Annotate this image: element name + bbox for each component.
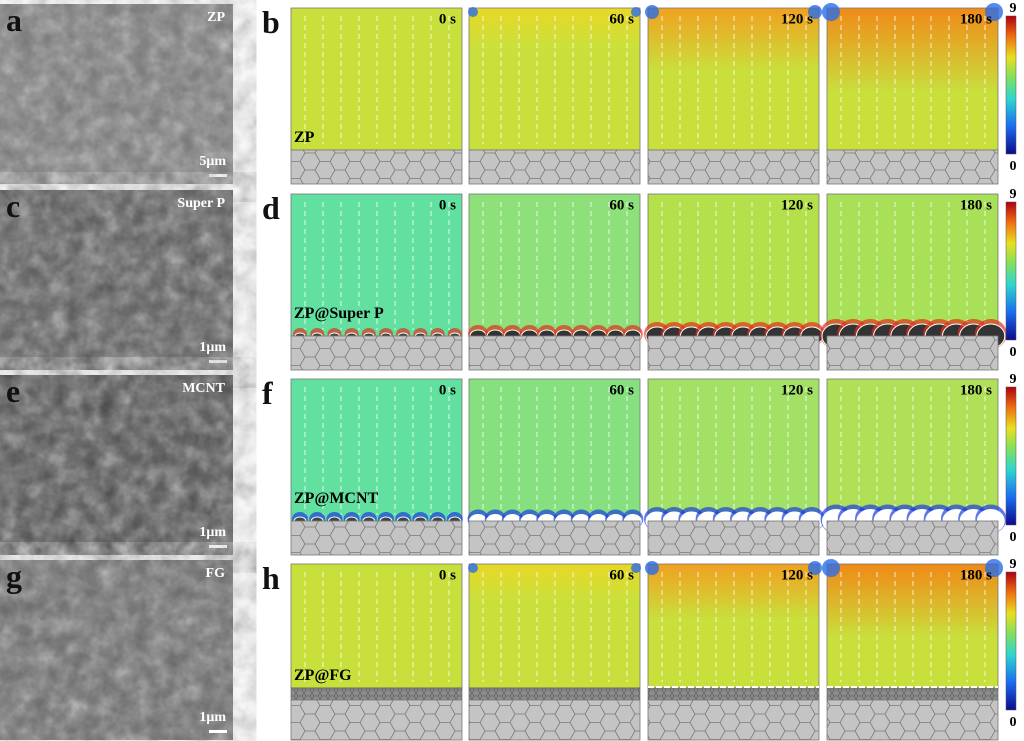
panel-letter: e [6, 373, 20, 409]
corner-spot [645, 5, 659, 19]
time-label: 180 s [960, 568, 992, 584]
corner-spot [631, 7, 641, 17]
scale-bar-label: 5μm [199, 154, 226, 169]
time-label: 120 s [781, 198, 813, 214]
substrate [647, 520, 820, 556]
scale-bar-label: 1μm [199, 710, 226, 725]
corner-spot [468, 7, 478, 17]
colorbar-max: 9 [1010, 187, 1017, 202]
time-label: 60 s [609, 383, 634, 399]
scale-bar [209, 174, 227, 177]
colorbar-min: 0 [1010, 715, 1017, 730]
material-label: ZP@Super P [294, 305, 384, 322]
time-label: 120 s [781, 568, 813, 584]
time-label: 0 s [439, 198, 456, 214]
panel-letter: b [262, 4, 280, 40]
time-label: 180 s [960, 383, 992, 399]
substrate [647, 335, 820, 371]
corner-spot [808, 5, 822, 19]
colorbar-max: 9 [1010, 557, 1017, 572]
corner-spot [985, 3, 1003, 21]
sem-label: Super P [177, 196, 225, 211]
colorbar [1005, 571, 1017, 711]
scale-bar [209, 545, 227, 548]
substrate [468, 149, 641, 185]
coating [647, 687, 820, 701]
scale-bar-label: 1μm [199, 525, 226, 540]
substrate [647, 149, 820, 185]
substrate [290, 520, 463, 556]
sem-label: ZP [207, 10, 225, 25]
panel-letter: f [262, 375, 273, 411]
panel-letter: h [262, 560, 280, 596]
coating [468, 687, 641, 701]
time-label: 180 s [960, 12, 992, 28]
sem-label: MCNT [182, 381, 225, 396]
colorbar-min: 0 [1010, 345, 1017, 360]
sem-texture [0, 4, 233, 184]
sem-texture [0, 560, 233, 740]
corner-spot [645, 561, 659, 575]
panel-letter: c [6, 188, 20, 224]
substrate [290, 335, 463, 371]
panel-letter: g [6, 558, 22, 594]
sem-label: FG [206, 566, 226, 581]
time-label: 0 s [439, 568, 456, 584]
substrate [468, 520, 641, 556]
panel-letter: a [6, 2, 22, 38]
time-label: 60 s [609, 568, 634, 584]
material-label: ZP@MCNT [294, 490, 379, 507]
colorbar-min: 0 [1010, 530, 1017, 545]
corner-spot [822, 559, 840, 577]
coating [826, 687, 999, 701]
colorbar-max: 9 [1010, 1, 1017, 16]
colorbar [1005, 201, 1017, 341]
substrate [290, 149, 463, 185]
material-label: ZP [294, 129, 315, 146]
substrate [826, 520, 999, 556]
scale-bar [209, 730, 227, 733]
colorbar [1005, 386, 1017, 526]
scale-bar-label: 1μm [199, 340, 226, 355]
time-label: 120 s [781, 12, 813, 28]
colorbar-max: 9 [1010, 372, 1017, 387]
material-label: ZP@FG [294, 667, 352, 684]
corner-spot [468, 563, 478, 573]
time-label: 0 s [439, 383, 456, 399]
time-label: 60 s [609, 12, 634, 28]
time-label: 0 s [439, 12, 456, 28]
time-label: 180 s [960, 198, 992, 214]
sem-texture [0, 190, 233, 370]
panel-letter: d [262, 190, 280, 226]
corner-spot [631, 563, 641, 573]
corner-spot [985, 559, 1003, 577]
substrate [826, 149, 999, 185]
corner-spot [808, 561, 822, 575]
substrate [468, 699, 641, 741]
time-label: 60 s [609, 198, 634, 214]
substrate [468, 335, 641, 371]
corner-spot [822, 3, 840, 21]
time-label: 120 s [781, 383, 813, 399]
substrate [826, 335, 999, 371]
sem-texture [0, 375, 233, 555]
colorbar [1005, 15, 1017, 155]
substrate [290, 699, 463, 741]
coating [290, 687, 463, 701]
scale-bar [209, 360, 227, 363]
colorbar-min: 0 [1010, 159, 1017, 174]
substrate [647, 699, 820, 741]
substrate [826, 699, 999, 741]
